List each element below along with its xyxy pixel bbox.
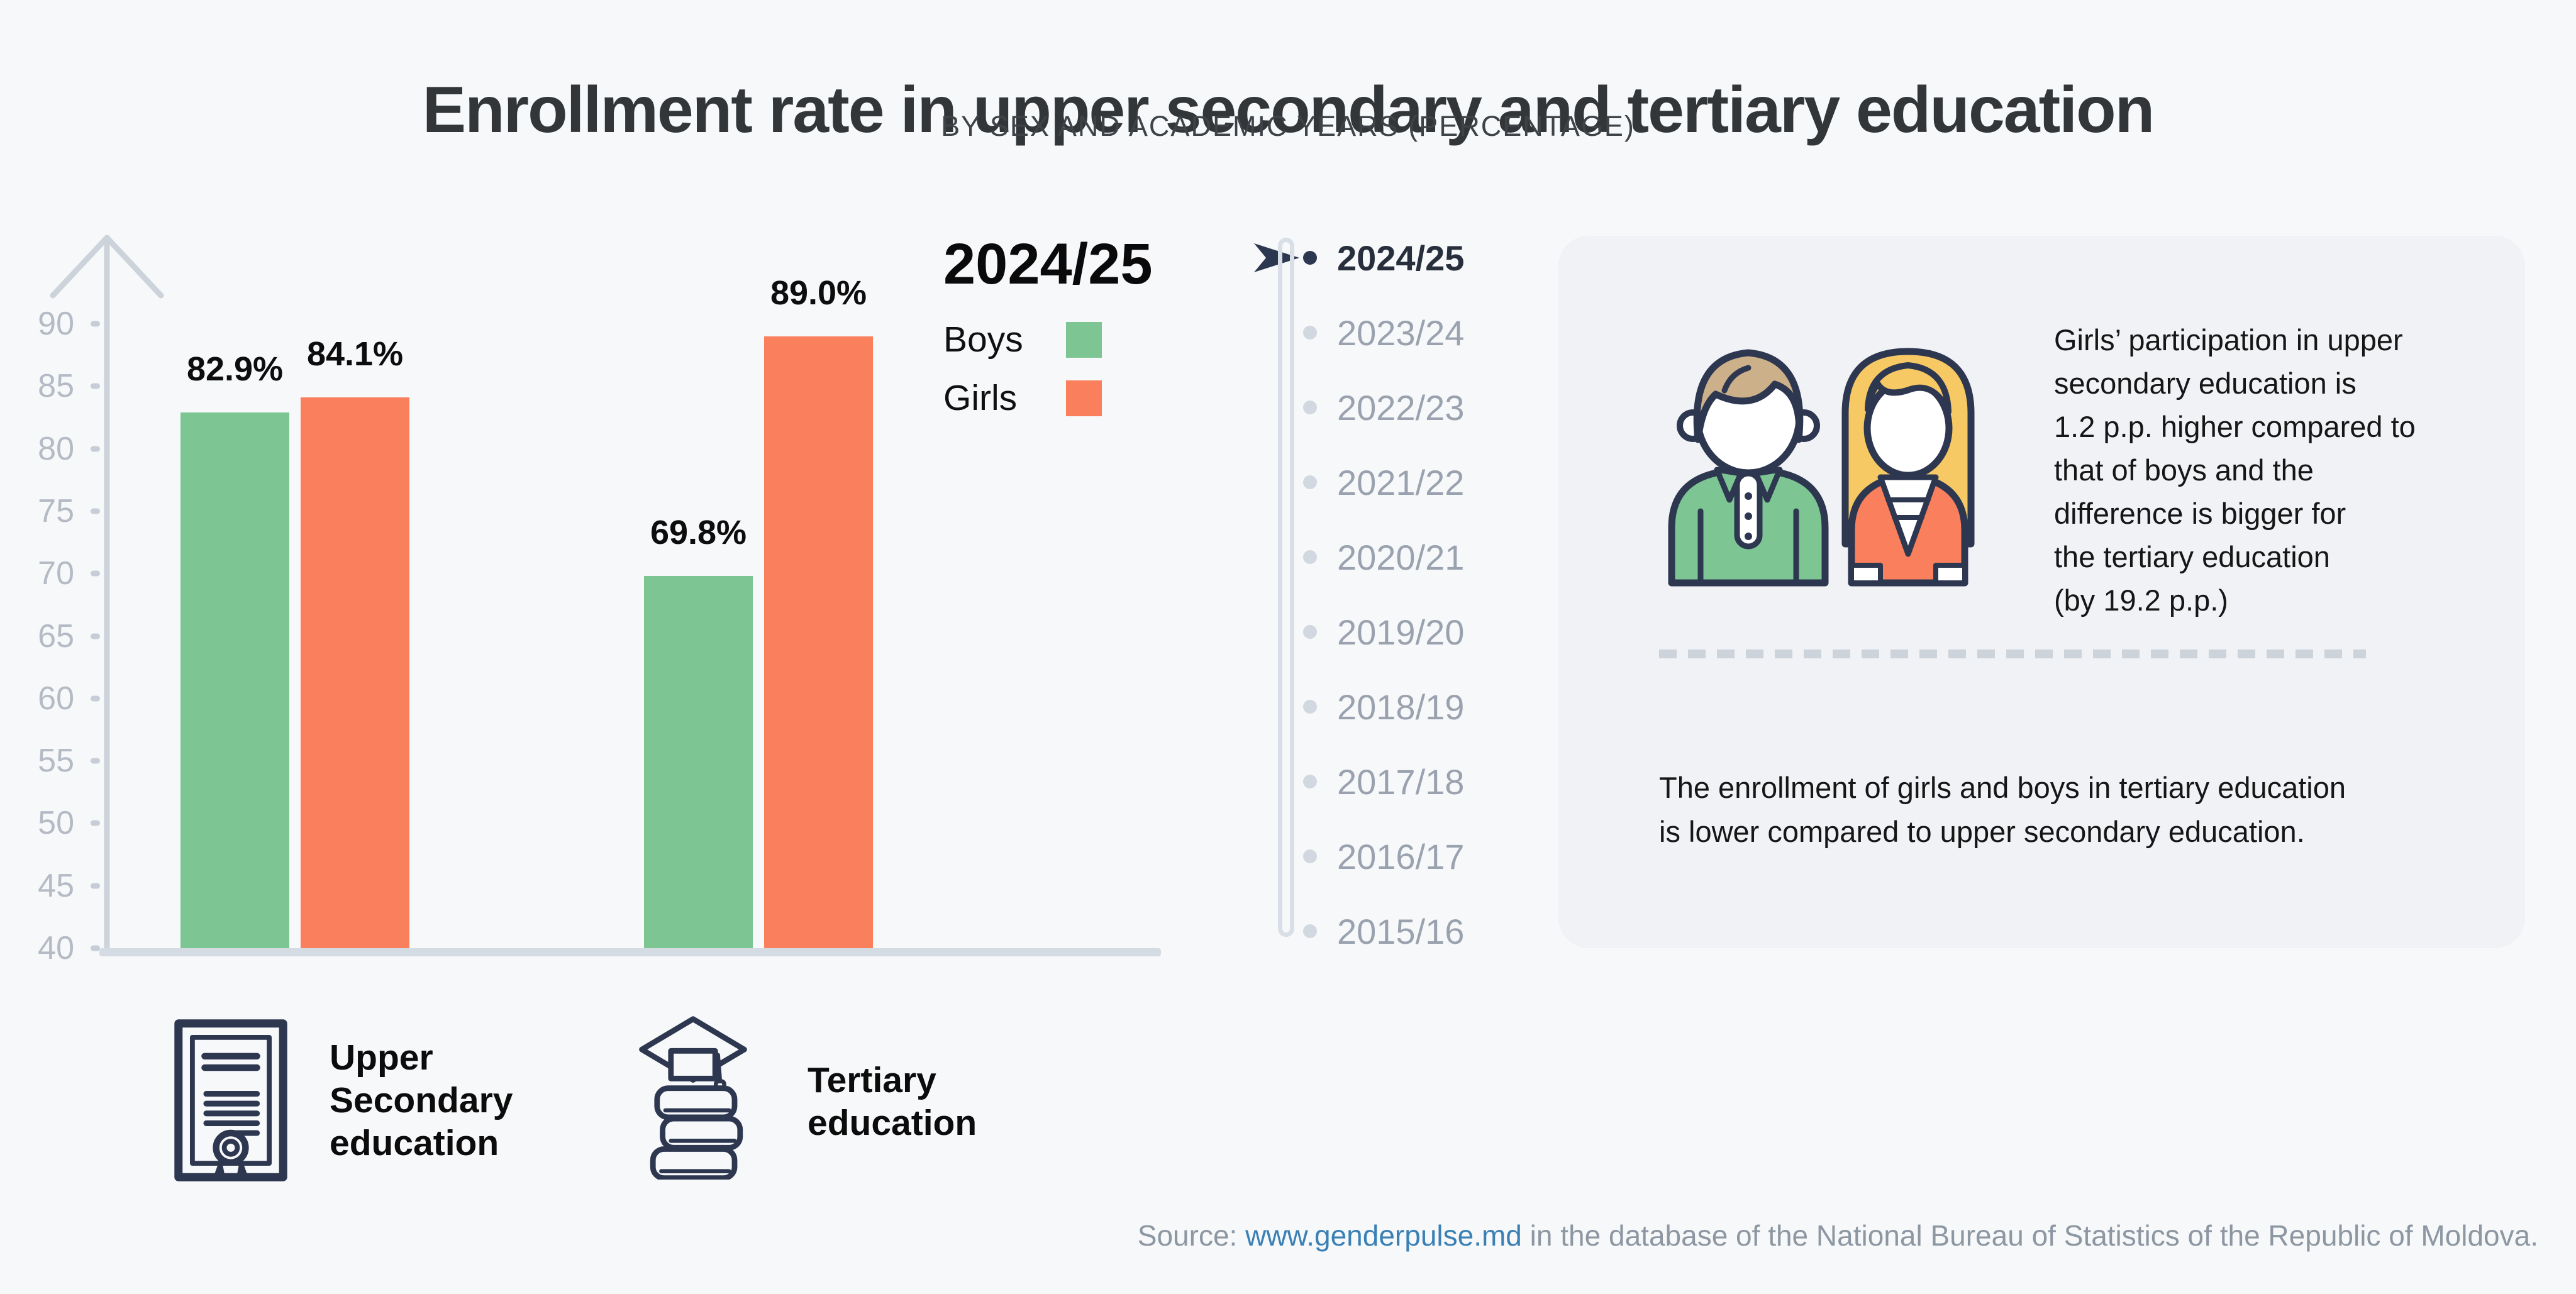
timeline-year-2020-21[interactable]: 2020/21 <box>1303 535 1464 579</box>
timeline-dot <box>1303 625 1317 639</box>
insight-text-1: Girls’ participation in upper secondary … <box>2054 323 2416 617</box>
girl-avatar-icon <box>1841 348 1975 587</box>
legend-item-girls: Girls <box>943 377 1102 419</box>
x-axis-baseline <box>99 948 1161 956</box>
source-suffix: in the database of the National Bureau o… <box>1521 1219 2538 1252</box>
timeline-year-label: 2016/17 <box>1337 836 1465 876</box>
y-axis-tick-mark <box>91 321 100 327</box>
y-axis-tick-label: 50 <box>38 805 74 842</box>
category-label-upper-secondary: Upper Secondary education <box>330 1037 513 1163</box>
timeline-year-2024-25[interactable]: 2024/25 <box>1303 236 1464 280</box>
legend-swatch <box>1066 321 1102 358</box>
timeline-year-2019-20[interactable]: 2019/20 <box>1303 610 1464 654</box>
legend-item-boys: Boys <box>943 319 1102 360</box>
timeline-year-label: 2021/22 <box>1337 462 1465 502</box>
timeline-dot <box>1303 775 1317 788</box>
timeline-dot <box>1303 251 1317 265</box>
timeline-year-label: 2022/23 <box>1337 387 1465 428</box>
boy-avatar-icon <box>1668 349 1829 587</box>
category-label-tertiary: Tertiary education <box>808 1060 977 1143</box>
timeline-year-label: 2017/18 <box>1337 761 1465 802</box>
y-axis-tick-mark <box>91 446 100 452</box>
bar-boys-tertiary <box>644 576 753 948</box>
y-axis-tick-label: 55 <box>38 743 74 780</box>
timeline-arrow-icon <box>1254 243 1299 272</box>
bar-group-item: 69.8% <box>644 513 753 948</box>
y-axis-tick-label: 45 <box>38 867 74 904</box>
timeline-dot <box>1303 550 1317 564</box>
y-axis-tick-mark <box>91 633 100 639</box>
page-subtitle: BY SEX AND ACADEMIC YEARS (PERCENTAGE) <box>941 110 1635 142</box>
timeline-dot <box>1303 475 1317 489</box>
legend-label: Boys <box>943 319 1023 360</box>
timeline-dot <box>1303 849 1317 863</box>
timeline-dot <box>1303 326 1317 340</box>
insight-panel: Girls’ participation in upper secondary … <box>1558 236 2525 948</box>
page-title: Enrollment rate in upper secondary and t… <box>422 73 2155 147</box>
timeline-year-label: 2020/21 <box>1337 537 1465 577</box>
timeline-dot <box>1303 700 1317 714</box>
y-axis-tick-label: 90 <box>38 306 74 342</box>
legend-swatch <box>1066 380 1102 416</box>
source-prefix: Source: <box>1137 1219 1246 1252</box>
bar-group-item: 89.0% <box>764 274 873 948</box>
y-axis-tick-label: 85 <box>38 368 74 405</box>
timeline-year-2022-23[interactable]: 2022/23 <box>1303 385 1464 429</box>
bar-group-item: 82.9% <box>180 350 289 948</box>
y-axis-tick-mark <box>91 758 100 764</box>
bar-group-item: 84.1% <box>301 335 409 948</box>
y-axis-tick-label: 70 <box>38 555 74 592</box>
timeline-year-label: 2015/16 <box>1337 911 1465 951</box>
timeline-year-label: 2023/24 <box>1337 312 1465 353</box>
y-axis-tick-label: 65 <box>38 617 74 655</box>
y-axis-tick-mark <box>91 383 100 389</box>
books-graduation-cap-icon <box>639 1016 747 1180</box>
y-axis-tick-label: 75 <box>38 492 74 529</box>
source-link[interactable]: www.genderpulse.md <box>1245 1219 1522 1252</box>
y-axis-tick-label: 60 <box>38 680 74 717</box>
timeline-year-label: 2018/19 <box>1337 687 1465 727</box>
y-axis-tick-mark <box>91 695 100 702</box>
timeline-year-label: 2024/25 <box>1337 238 1465 278</box>
timeline-dot <box>1303 924 1317 938</box>
timeline-year-label: 2019/20 <box>1337 612 1465 652</box>
bar-girls-tertiary <box>764 336 873 948</box>
insight-text-2: The enrollment of girls and boys in tert… <box>1659 771 2346 848</box>
y-axis-tick-label: 80 <box>38 430 74 467</box>
y-axis-tick-mark <box>91 508 100 514</box>
timeline-year-2016-17[interactable]: 2016/17 <box>1303 834 1464 878</box>
y-axis-tick-mark <box>91 570 100 577</box>
timeline-year-2015-16[interactable]: 2015/16 <box>1303 909 1464 953</box>
y-axis-arrow <box>50 235 164 954</box>
bar-value-label: 82.9% <box>186 350 284 389</box>
y-axis-tick-label: 40 <box>38 930 74 966</box>
dashed-divider <box>1659 650 2366 658</box>
timeline-dot <box>1303 401 1317 414</box>
y-axis-tick-mark <box>91 945 100 951</box>
legend-label: Girls <box>943 378 1018 418</box>
bar-value-label: 69.8% <box>650 514 747 552</box>
timeline-year-2023-24[interactable]: 2023/24 <box>1303 311 1464 355</box>
timeline-year-2021-22[interactable]: 2021/22 <box>1303 460 1464 504</box>
y-axis-tick-mark <box>91 883 100 889</box>
chart-legend: 2024/25 Boys Girls <box>943 231 1153 419</box>
bar-value-label: 84.1% <box>306 335 404 373</box>
timeline-track[interactable] <box>1278 238 1294 937</box>
bar-boys-upper-secondary <box>180 412 289 948</box>
boy-girl-avatars-icon <box>1668 348 1975 587</box>
y-axis-tick-mark <box>91 820 100 826</box>
source-note: Source: www.genderpulse.md in the databa… <box>1138 1219 2538 1253</box>
bar-girls-upper-secondary <box>301 397 409 948</box>
bar-value-label: 89.0% <box>770 274 867 312</box>
legend-year-title: 2024/25 <box>943 232 1153 296</box>
diploma-icon <box>174 1019 287 1181</box>
timeline-year-2018-19[interactable]: 2018/19 <box>1303 685 1464 729</box>
timeline-year-2017-18[interactable]: 2017/18 <box>1303 760 1464 804</box>
